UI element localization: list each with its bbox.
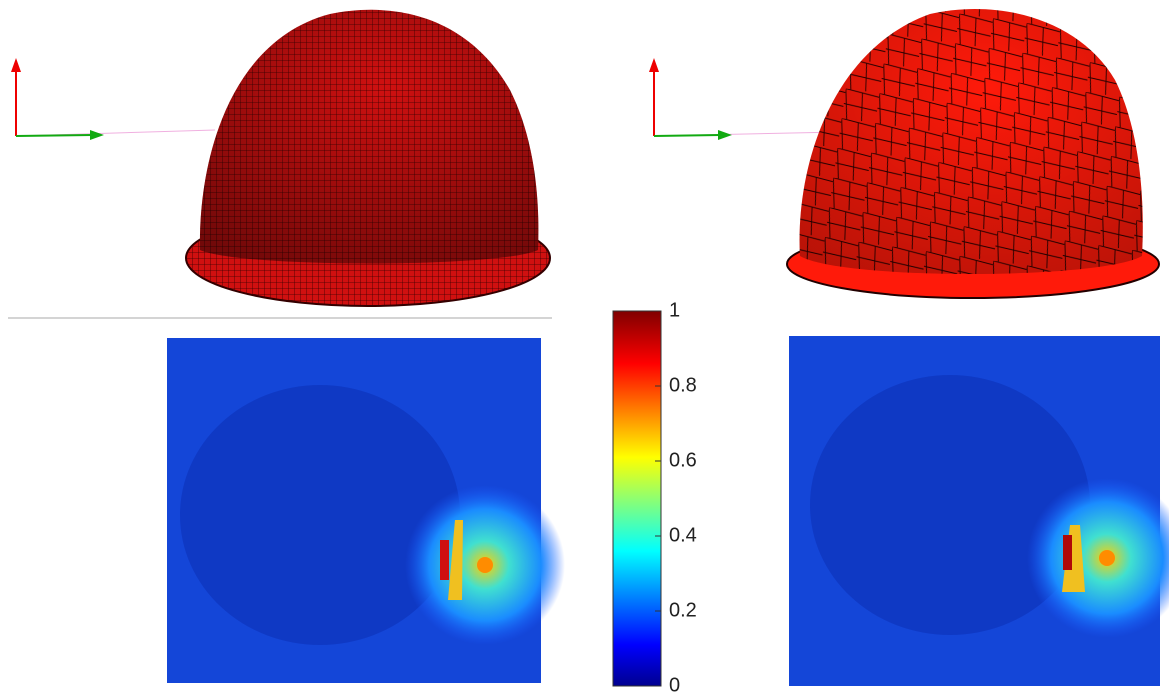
colorbar <box>612 310 662 687</box>
coarse-mesh-helmet <box>649 8 1160 299</box>
heatmap-right <box>789 336 1169 686</box>
tick-label: 1 <box>669 299 680 321</box>
tick-label: 0.8 <box>669 374 697 396</box>
tick-label: 0.6 <box>669 449 697 471</box>
tick-label: 0.2 <box>669 599 697 621</box>
heatmap-left <box>167 338 565 683</box>
colorbar-axis: 0 0.2 0.4 0.6 0.8 1 <box>655 299 697 696</box>
tick-label: 0.4 <box>669 524 697 546</box>
tick-label: 0 <box>669 674 680 696</box>
fine-mesh-helmet <box>11 9 551 307</box>
